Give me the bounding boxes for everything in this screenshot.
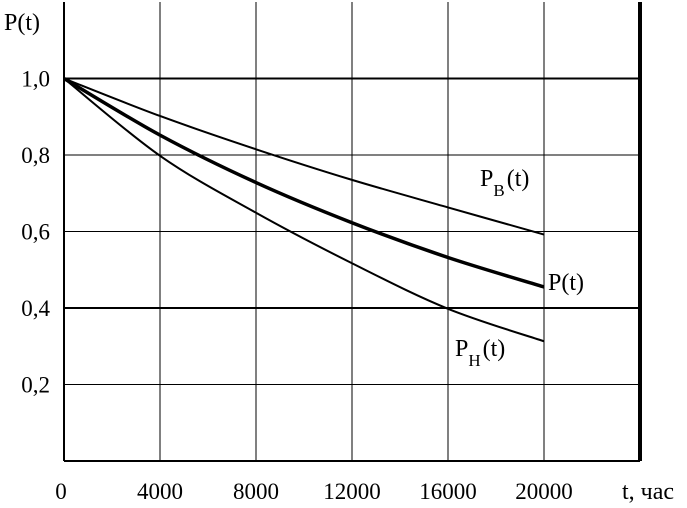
y-tick-label: 0,4 <box>21 296 50 321</box>
x-tick-label: 4000 <box>137 479 183 504</box>
series-line-p <box>63 76 545 289</box>
x-tick-label: 16000 <box>419 479 477 504</box>
series-label-pn: PН(t) <box>455 336 505 370</box>
series-line-pn <box>63 77 545 343</box>
y-tick-label: 1,0 <box>21 67 50 92</box>
grid <box>64 2 640 461</box>
tick-labels: 0 4000 8000 12000 16000 20000 0,2 0,4 0,6 0,8 1,0 <box>21 67 573 505</box>
x-tick-label: 8000 <box>233 479 279 504</box>
y-tick-label: 0,2 <box>21 373 50 398</box>
y-axis-title: P(t) <box>4 10 40 36</box>
series-labels: P(t) PВ(t) PН(t) <box>455 166 584 370</box>
series-lines <box>63 76 545 343</box>
y-tick-label: 0,6 <box>21 220 50 245</box>
series-line-pv <box>63 77 545 236</box>
x-tick-label: 0 <box>55 479 67 504</box>
x-tick-label: 20000 <box>515 479 573 504</box>
x-axis-title: t, час <box>622 479 674 505</box>
x-tick-label: 12000 <box>323 479 381 504</box>
y-tick-label: 0,8 <box>21 143 50 168</box>
series-label-p: P(t) <box>548 270 584 296</box>
series-label-pv: PВ(t) <box>480 166 529 200</box>
